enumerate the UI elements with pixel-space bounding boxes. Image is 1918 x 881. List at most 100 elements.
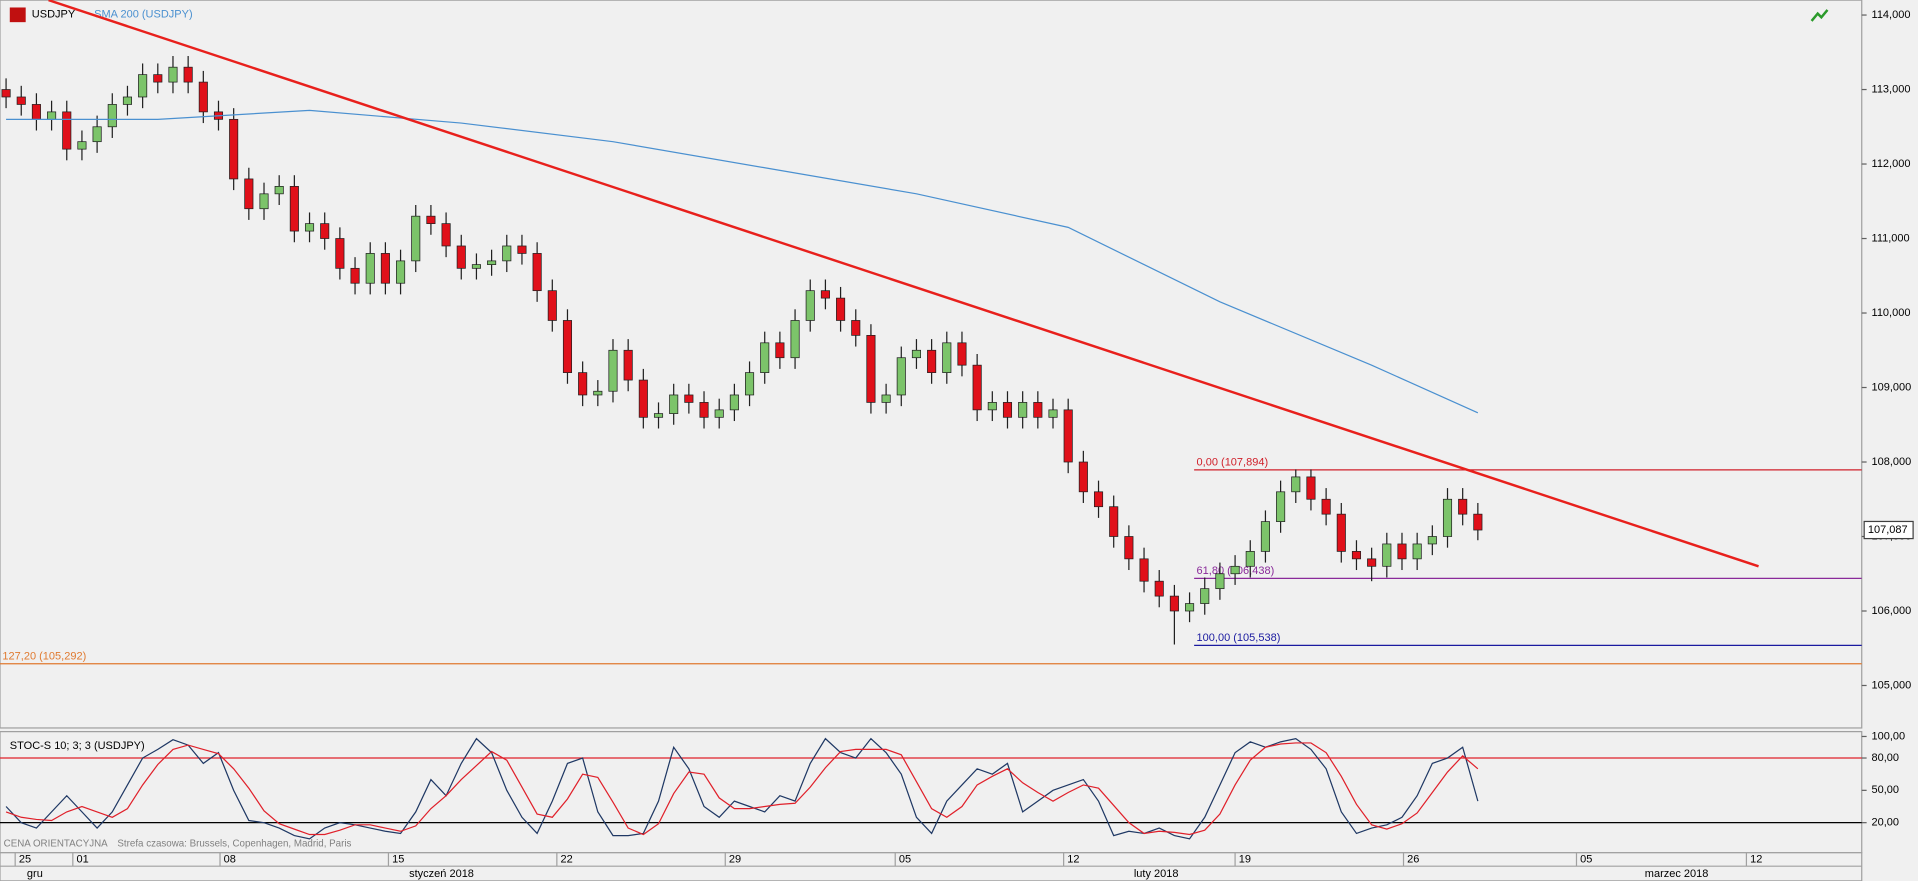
candle-body	[183, 66, 193, 83]
x-tick-label: 08	[224, 853, 236, 865]
candle-body	[987, 402, 997, 411]
candle-body	[350, 267, 360, 284]
candle-body	[684, 394, 694, 403]
candle-body	[1291, 476, 1301, 493]
stoch-line	[5, 737, 1479, 840]
candle-body	[881, 394, 891, 403]
candle-body	[365, 253, 375, 284]
y-tick-label: 108,000	[1872, 456, 1912, 468]
candle-body	[1321, 498, 1331, 515]
candle-body	[911, 349, 921, 359]
candle-body	[1093, 491, 1104, 508]
candle-body	[1154, 580, 1164, 597]
candle-body	[1367, 558, 1377, 567]
candle-body	[1169, 595, 1179, 612]
candle-body	[77, 141, 87, 150]
candle-body	[517, 245, 527, 254]
fib-label: 100,00 (105,538)	[1197, 632, 1281, 644]
month-label: gru	[27, 868, 43, 880]
candle-body	[16, 96, 26, 105]
candle-body	[198, 81, 208, 113]
fib-label: 0,00 (107,894)	[1197, 456, 1269, 468]
candle-body	[805, 290, 815, 321]
candle-body	[851, 320, 861, 336]
candle-body	[335, 238, 345, 269]
candle-body	[1018, 402, 1028, 418]
candle-body	[714, 409, 724, 418]
x-tick-label: 05	[1580, 853, 1592, 865]
y-tick-label: 109,000	[1872, 381, 1912, 393]
candle-body	[1351, 551, 1362, 560]
candle-body	[593, 390, 603, 396]
candle-body	[304, 223, 315, 232]
candle-body	[441, 223, 451, 247]
month-label: styczeń 2018	[409, 868, 474, 880]
candle-body	[31, 104, 41, 120]
candle-body	[62, 111, 72, 150]
symbol: USDJPY	[32, 9, 76, 21]
candle-body	[138, 74, 148, 98]
candle-body	[289, 186, 299, 232]
candle-body	[820, 290, 830, 299]
candle-body	[1109, 506, 1119, 537]
x-tick-label: 22	[561, 853, 573, 865]
candle-body	[107, 104, 117, 128]
candle-body	[1230, 565, 1240, 575]
candle-body	[927, 349, 937, 373]
candle-body	[623, 349, 633, 381]
candle-body	[1276, 491, 1286, 522]
candle-body	[487, 260, 497, 265]
y-tick-label: 105,000	[1872, 679, 1912, 691]
sma-line	[6, 109, 1479, 414]
fib-label: 127,20 (105,292)	[2, 650, 86, 662]
candle-body	[1412, 543, 1422, 560]
candle-body	[775, 342, 785, 359]
x-tick-label: 05	[899, 853, 911, 865]
candle-body	[1215, 573, 1225, 590]
stoch-title: STOC-S 10; 3; 3 (USDJPY)	[10, 740, 145, 752]
candle-body	[1260, 521, 1270, 552]
candle-body	[547, 290, 557, 321]
trendline	[48, 0, 1759, 568]
candle-body	[1139, 558, 1149, 582]
candle-body	[471, 264, 481, 269]
month-label: luty 2018	[1134, 868, 1179, 880]
candle-body	[380, 253, 390, 284]
candle-body	[1473, 513, 1483, 531]
candle-body	[1002, 402, 1013, 418]
candle-body	[1124, 536, 1134, 560]
symbol-icon	[9, 7, 26, 23]
candle-body	[426, 215, 436, 224]
candle-body	[1048, 409, 1058, 418]
candle-body	[411, 215, 421, 262]
candle-body	[320, 223, 330, 239]
candle-body	[1397, 543, 1407, 560]
candle-body	[122, 96, 132, 105]
candle-body	[502, 245, 512, 262]
candle-body	[396, 260, 406, 284]
candle-body	[669, 394, 679, 414]
x-tick-label: 12	[1067, 853, 1079, 865]
candle-body	[1382, 543, 1392, 567]
candle-body	[532, 253, 542, 292]
footer: CENA ORIENTACYJNA	[4, 839, 108, 850]
candle-body	[562, 320, 573, 373]
y-tick-label: 114,000	[1872, 9, 1911, 21]
trend-icon[interactable]	[1810, 9, 1829, 22]
candle-body	[1, 89, 11, 98]
candle-body	[745, 372, 755, 396]
candle-body	[153, 74, 163, 83]
y-tick-label: 100,00	[1872, 730, 1906, 742]
y-tick-label: 80,00	[1872, 752, 1900, 764]
candle-body	[229, 118, 239, 180]
x-tick-label: 25	[19, 853, 31, 865]
y-tick-label: 113,000	[1872, 83, 1911, 95]
candle-body	[638, 379, 648, 418]
candle-body	[1427, 536, 1437, 545]
candle-body	[168, 66, 178, 83]
y-tick-label: 110,000	[1872, 307, 1911, 319]
x-tick-label: 19	[1239, 853, 1251, 865]
candle-body	[866, 335, 876, 403]
